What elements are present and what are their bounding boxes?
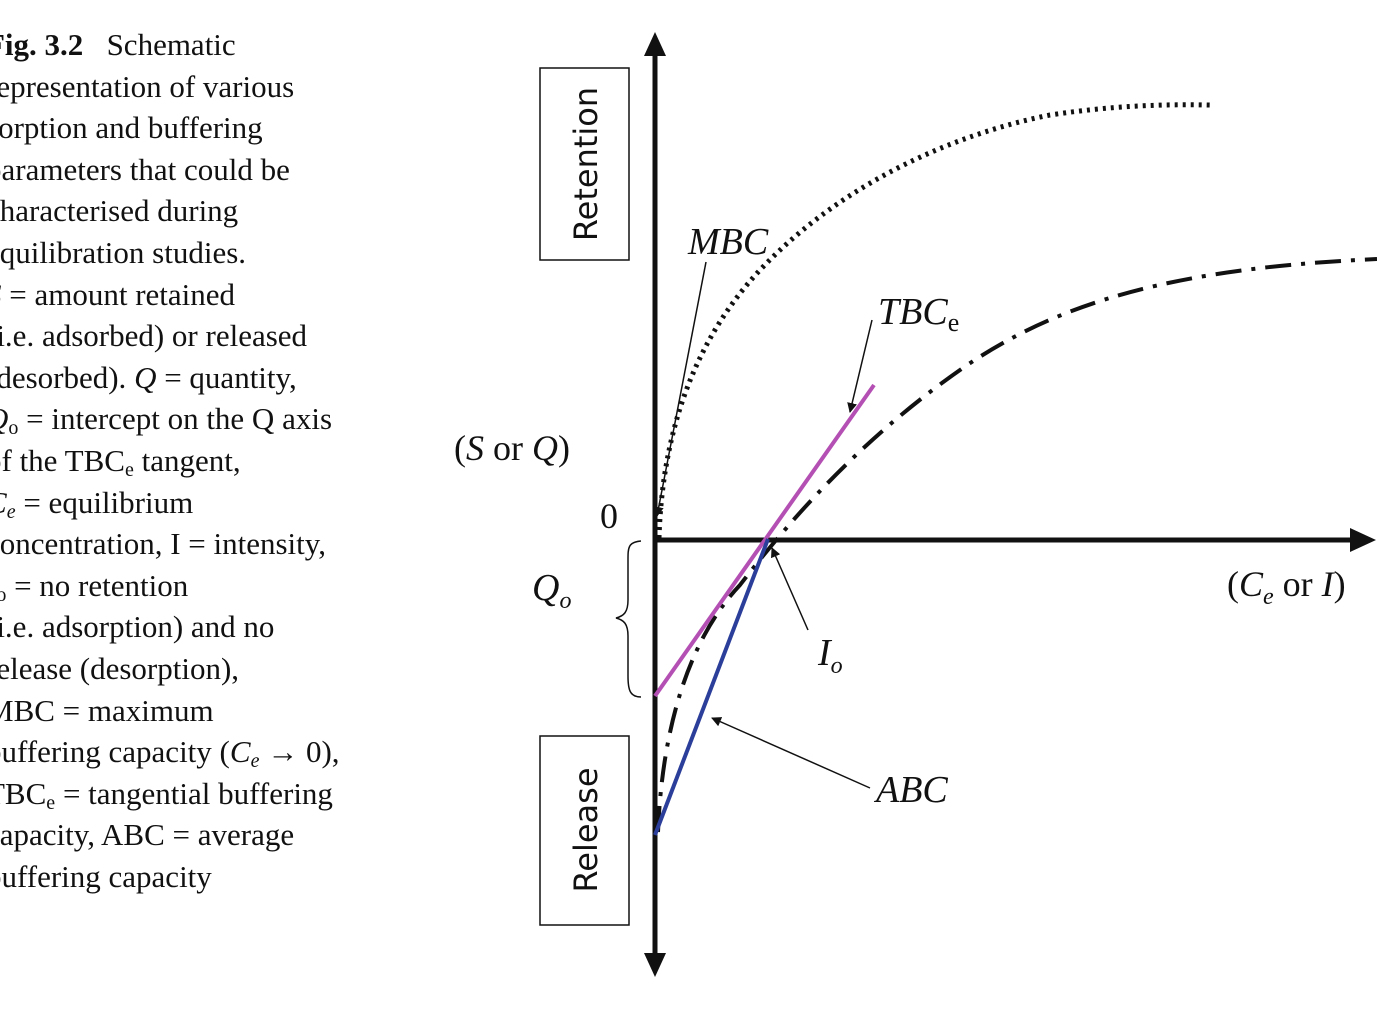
tbc-pointer bbox=[847, 319, 873, 413]
y-axis bbox=[644, 32, 666, 977]
dash-dot-curve bbox=[656, 257, 1377, 833]
y-axis-label: (S or Q) bbox=[454, 428, 570, 468]
x-axis-arrow-icon bbox=[1350, 528, 1376, 552]
mbc-pointer bbox=[653, 261, 707, 517]
qo-label: Qo bbox=[532, 567, 571, 614]
origin-label: 0 bbox=[600, 496, 618, 536]
figure-caption: Fig. 3.2 Schematic representation of var… bbox=[0, 24, 396, 897]
mbc-dotted-curve bbox=[656, 102, 1211, 539]
y-axis-arrow-up-icon bbox=[644, 32, 666, 56]
figure-number: Fig. 3.2 bbox=[0, 27, 84, 62]
io-pointer bbox=[771, 547, 809, 631]
retention-box: Retention bbox=[539, 67, 630, 261]
tbc-tangent-line bbox=[653, 383, 876, 698]
io-label: Io bbox=[817, 632, 843, 679]
x-axis-label: (Ce or I) bbox=[1227, 564, 1346, 610]
mbc-label: MBC bbox=[687, 221, 769, 263]
qo-brace bbox=[615, 540, 642, 698]
tbc-label: TBCe bbox=[878, 291, 959, 337]
abc-line bbox=[653, 538, 770, 836]
x-axis bbox=[655, 528, 1376, 552]
retention-label: Retention bbox=[567, 87, 605, 241]
release-label: Release bbox=[567, 767, 605, 892]
release-box: Release bbox=[539, 735, 630, 926]
y-axis-arrow-down-icon bbox=[644, 953, 666, 977]
abc-label: ABC bbox=[873, 769, 948, 811]
abc-pointer bbox=[711, 717, 871, 789]
